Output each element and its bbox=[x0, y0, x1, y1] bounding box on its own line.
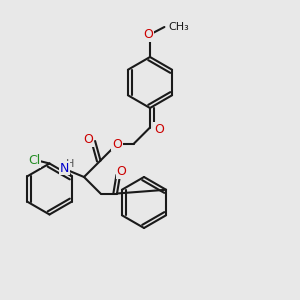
Text: Cl: Cl bbox=[28, 154, 40, 167]
Text: H: H bbox=[66, 159, 75, 169]
Text: O: O bbox=[117, 165, 126, 178]
Text: O: O bbox=[144, 28, 153, 41]
Text: N: N bbox=[60, 161, 69, 175]
Text: CH₃: CH₃ bbox=[168, 22, 189, 32]
Text: O: O bbox=[154, 122, 164, 136]
Text: O: O bbox=[112, 137, 122, 151]
Text: O: O bbox=[84, 133, 93, 146]
